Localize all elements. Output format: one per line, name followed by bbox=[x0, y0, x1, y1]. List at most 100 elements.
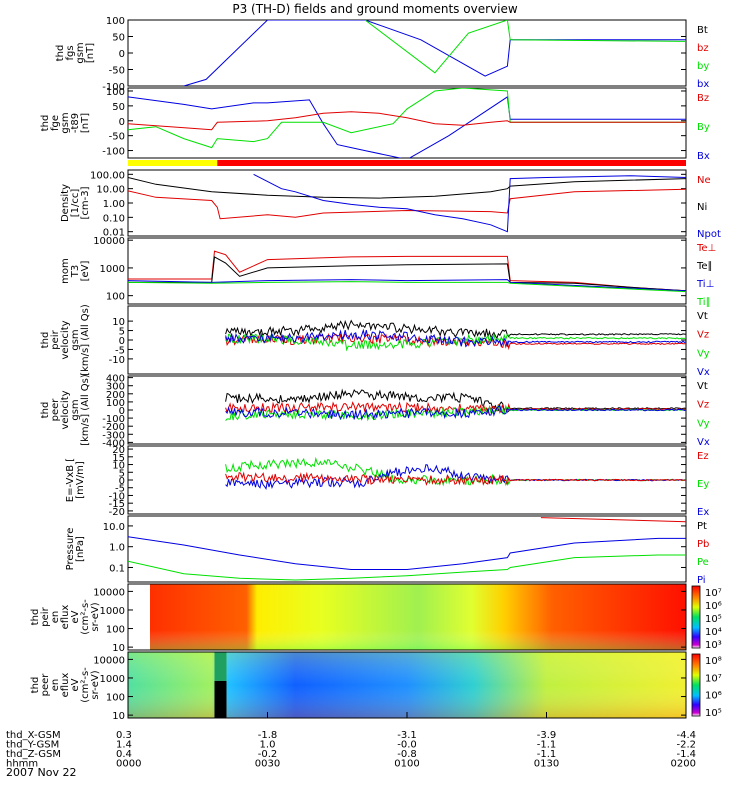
legend-entry: Ni bbox=[697, 202, 707, 213]
y-axis-label: eV bbox=[70, 678, 81, 691]
legend-entry: Pe bbox=[697, 557, 709, 568]
y-axis-label: peir bbox=[50, 329, 61, 349]
y-axis-label: sr-eV) bbox=[90, 602, 101, 631]
panel-frame bbox=[127, 19, 687, 87]
legend-entry: Vt bbox=[697, 311, 708, 322]
series-Ti∥ bbox=[128, 281, 686, 293]
ephemeris-value: -1.8 bbox=[258, 730, 278, 741]
y-axis-label: [nT] bbox=[80, 113, 91, 133]
y-axis-label: thd bbox=[55, 45, 66, 62]
y-tick-label: 20 bbox=[112, 445, 125, 456]
ephemeris-value: 0030 bbox=[255, 759, 280, 770]
ephemeris-value: -0.2 bbox=[258, 749, 278, 760]
y-axis-label: [eV] bbox=[80, 261, 91, 282]
y-tick-label: -5 bbox=[115, 484, 125, 495]
y-axis-label: en bbox=[50, 611, 61, 624]
colorbar-tick: 10⁸ bbox=[705, 656, 722, 667]
y-tick-label: 10 bbox=[112, 643, 125, 654]
y-tick-label: -50 bbox=[109, 132, 125, 143]
panel-peer_spec: 10⁸ 10⁷ 10⁶ 10⁵ 10000 1000 100 10 thd peer en eflux… bbox=[30, 651, 722, 722]
series-By bbox=[128, 88, 686, 149]
y-tick-label: 50 bbox=[112, 102, 125, 113]
y-axis-label: peer bbox=[50, 398, 61, 422]
series-Te∥ bbox=[128, 256, 686, 292]
panel-mode_bar bbox=[128, 160, 686, 166]
y-tick-label: -300 bbox=[102, 430, 125, 441]
panel-frame bbox=[127, 305, 687, 375]
y-axis-label: eflux bbox=[60, 605, 71, 630]
legend-entry: Ti∥ bbox=[696, 297, 711, 308]
ephemeris-value: -1.1 bbox=[537, 749, 557, 760]
electron-spectrogram-shade bbox=[128, 652, 686, 718]
y-axis-label: thd bbox=[40, 115, 51, 132]
y-tick-label: -100 bbox=[102, 414, 125, 425]
series-by bbox=[364, 20, 686, 74]
series-Pb bbox=[540, 517, 686, 523]
colorbar-tick: 10⁵ bbox=[705, 708, 722, 719]
panel-peir_spec: 10⁷ 10⁶ 10⁵ 10⁴ 10³ 10000 1000 100 10 thd peir en ef… bbox=[30, 583, 722, 654]
y-tick-label: -50 bbox=[109, 66, 125, 77]
ephemeris-value: -3.9 bbox=[537, 730, 557, 741]
ephemeris-row-label: thd_Y-GSM bbox=[6, 740, 59, 751]
y-tick-label: 10.0 bbox=[103, 522, 125, 533]
legend-entry: Bx bbox=[697, 151, 710, 162]
y-axis-label: eV bbox=[70, 610, 81, 623]
y-axis-label: peer bbox=[40, 673, 51, 697]
panel-frame bbox=[127, 169, 687, 237]
gap-upper bbox=[214, 652, 227, 681]
y-tick-label: 5 bbox=[119, 468, 125, 479]
series-bx bbox=[183, 20, 686, 86]
legend-entry: bz bbox=[697, 43, 709, 54]
y-axis-label: [km/s] (All Qs) bbox=[80, 374, 91, 446]
y-tick-label: 200 bbox=[106, 390, 125, 401]
series-Ex bbox=[225, 464, 686, 491]
panel-fge: 100 50 0 -50 -100 thd fge gsm -t89 [nT] Bz By Bx bbox=[40, 87, 710, 162]
y-tick-label: 10 bbox=[112, 317, 125, 328]
y-axis-label: Pressure bbox=[65, 528, 76, 571]
ephemeris-value: 0000 bbox=[116, 759, 141, 770]
y-tick-label: 15 bbox=[112, 453, 125, 464]
colorbar-tick: 10⁶ bbox=[705, 691, 722, 702]
y-axis-label: gsm bbox=[70, 399, 81, 420]
legend-entry: Ez bbox=[697, 451, 709, 462]
legend-entry: Te∥ bbox=[696, 261, 713, 272]
ion-spectrogram-shade bbox=[150, 584, 686, 650]
series-Bz bbox=[128, 111, 686, 131]
ephemeris-row-label: thd_X-GSM bbox=[6, 730, 61, 741]
y-axis-label: -t89 bbox=[70, 113, 81, 133]
y-tick-label: 10000 bbox=[93, 587, 125, 598]
legend-entry: Ne bbox=[697, 175, 711, 186]
panel-fgs: 100 50 0 -50 -100 thd fgs gsm [nT] Bt bz by bx bbox=[55, 16, 709, 93]
y-tick-label: -20 bbox=[109, 507, 125, 518]
y-tick-label: 0.1 bbox=[109, 563, 125, 574]
y-tick-label: 0 bbox=[119, 49, 125, 60]
y-axis-label: thd bbox=[30, 677, 41, 694]
colorbar-tick: 10⁷ bbox=[705, 588, 722, 599]
legend-entry: Vx bbox=[697, 367, 710, 378]
y-axis-label: mom bbox=[60, 258, 71, 284]
y-axis-label: thd bbox=[30, 609, 41, 626]
y-axis-label: velocity bbox=[60, 390, 71, 429]
panel-frame bbox=[127, 87, 687, 159]
y-tick-label: 0.01 bbox=[103, 228, 125, 239]
legend-entry: Ex bbox=[697, 507, 709, 518]
y-axis-label: thd bbox=[40, 332, 51, 349]
y-axis-label: [km/s] (All Qs) bbox=[80, 304, 91, 376]
y-tick-label: 10 bbox=[112, 461, 125, 472]
colorbar-peer_spec: 10⁸ 10⁷ 10⁶ 10⁵ bbox=[691, 653, 722, 719]
y-axis-label: velocity bbox=[60, 320, 71, 359]
y-axis-label: [mV/m] bbox=[75, 461, 86, 499]
y-axis-label: (cm²-s- bbox=[80, 599, 91, 635]
y-axis-label: [1/cc] bbox=[70, 189, 81, 218]
y-tick-label: 100 bbox=[106, 693, 125, 704]
legend-entry: Vy bbox=[697, 348, 710, 359]
y-axis-label: [cm-3] bbox=[80, 186, 91, 219]
series-Ti⊥ bbox=[128, 279, 686, 292]
y-axis-label: eflux bbox=[60, 673, 71, 698]
y-tick-label: 1000 bbox=[100, 264, 125, 275]
y-axis-label: gsm bbox=[60, 112, 71, 133]
y-tick-label: 10 bbox=[112, 711, 125, 722]
ephemeris-value: -1.1 bbox=[537, 740, 557, 751]
